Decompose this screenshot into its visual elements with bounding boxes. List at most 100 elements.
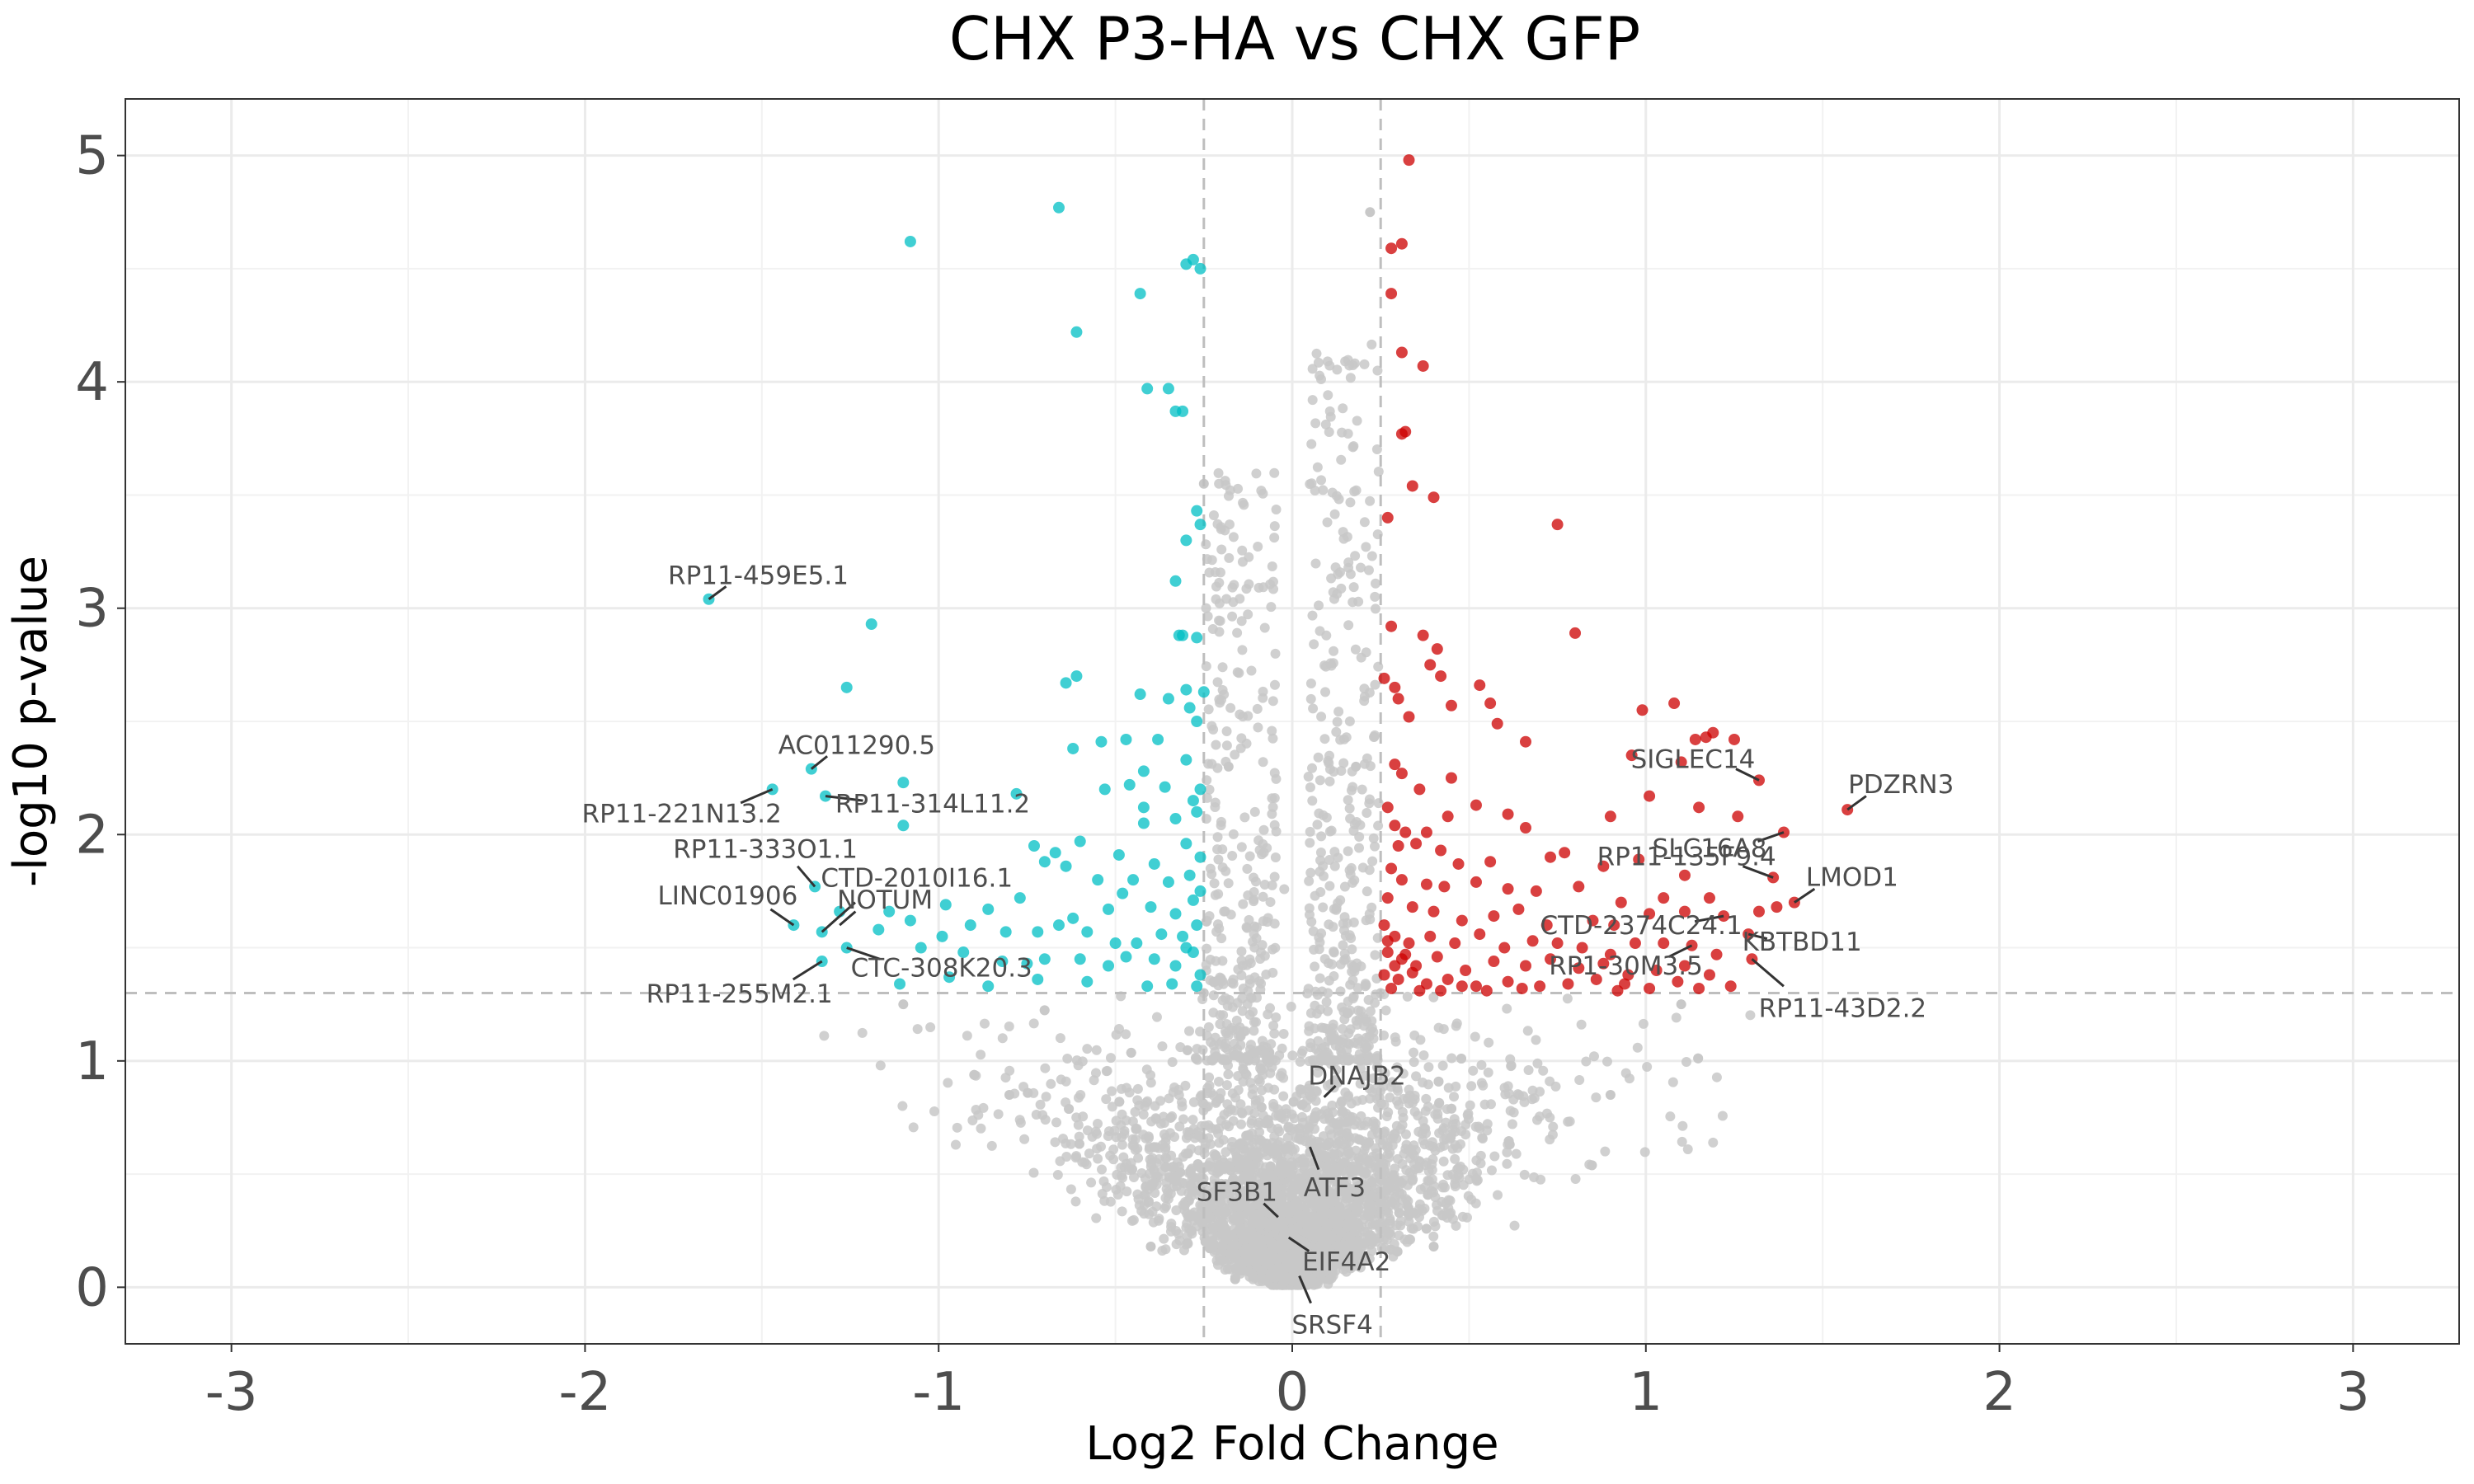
up-point bbox=[1389, 819, 1401, 832]
ns-point bbox=[1118, 1152, 1129, 1162]
up-point bbox=[1381, 892, 1394, 904]
up-point bbox=[1417, 629, 1429, 641]
down-point bbox=[1162, 383, 1174, 395]
up-point bbox=[1460, 965, 1472, 976]
ns-point bbox=[1250, 1017, 1261, 1027]
ns-point bbox=[1352, 1039, 1363, 1050]
ns-point bbox=[1191, 1054, 1202, 1064]
up-point bbox=[1392, 840, 1404, 852]
ns-point bbox=[973, 1110, 984, 1120]
up-point bbox=[1435, 670, 1447, 683]
down-point bbox=[1177, 629, 1189, 641]
ns-point bbox=[1345, 497, 1356, 508]
ns-point bbox=[1321, 997, 1332, 1007]
gene-label: RP11-135F9.4 bbox=[1597, 842, 1776, 871]
ns-point bbox=[1456, 1053, 1467, 1064]
ns-point bbox=[1182, 1218, 1192, 1228]
ns-point bbox=[1296, 1048, 1307, 1059]
ns-point bbox=[1331, 491, 1342, 501]
ns-point bbox=[1352, 416, 1362, 426]
ns-point bbox=[1241, 584, 1252, 594]
ns-point bbox=[1329, 646, 1339, 656]
ns-point bbox=[1324, 406, 1335, 416]
ns-point bbox=[1369, 732, 1380, 743]
ns-point bbox=[1322, 1006, 1333, 1017]
ns-point bbox=[1511, 1148, 1522, 1159]
ns-point bbox=[1091, 1213, 1102, 1223]
ns-point bbox=[1235, 1031, 1246, 1042]
ns-point bbox=[1149, 1142, 1159, 1153]
up-point bbox=[1385, 982, 1398, 994]
ns-point bbox=[1258, 693, 1268, 703]
ns-point bbox=[1263, 1143, 1273, 1153]
ns-point bbox=[1362, 886, 1372, 897]
ns-point bbox=[1350, 1261, 1361, 1271]
up-point bbox=[1530, 885, 1542, 897]
ns-point bbox=[1203, 1021, 1214, 1032]
ns-point bbox=[1365, 914, 1376, 925]
up-point bbox=[1381, 801, 1394, 814]
ns-point bbox=[1279, 884, 1290, 895]
ns-point bbox=[1253, 722, 1263, 733]
ns-point bbox=[1356, 1111, 1366, 1121]
down-point bbox=[1038, 856, 1051, 868]
ns-point bbox=[1304, 1087, 1315, 1098]
ns-point bbox=[1376, 1076, 1386, 1087]
up-point bbox=[1488, 956, 1500, 968]
up-point bbox=[1424, 930, 1437, 942]
ns-point bbox=[1203, 704, 1214, 715]
ns-point bbox=[1200, 1236, 1211, 1247]
ns-point bbox=[1311, 1087, 1322, 1097]
up-point bbox=[1420, 826, 1432, 838]
ns-point bbox=[1329, 946, 1339, 957]
down-point bbox=[897, 819, 910, 832]
ns-point bbox=[1193, 1145, 1204, 1156]
ns-point bbox=[1225, 1165, 1236, 1176]
up-point bbox=[1644, 982, 1656, 994]
ns-point bbox=[1306, 439, 1317, 449]
ns-point bbox=[1296, 1084, 1306, 1095]
ns-point bbox=[1538, 1065, 1549, 1076]
ns-point bbox=[1236, 733, 1247, 744]
down-point bbox=[1053, 919, 1065, 932]
ns-point bbox=[1228, 532, 1239, 542]
ns-point bbox=[1277, 1144, 1287, 1155]
up-point bbox=[1456, 914, 1468, 927]
up-point bbox=[1636, 704, 1649, 716]
ns-point bbox=[1269, 871, 1280, 882]
ns-point bbox=[1253, 835, 1264, 846]
down-point bbox=[1180, 534, 1192, 547]
gene-label: LINC01906 bbox=[657, 881, 797, 911]
ns-point bbox=[1343, 562, 1354, 573]
ns-point bbox=[1454, 1172, 1465, 1183]
ns-point bbox=[1365, 207, 1376, 218]
up-point bbox=[1392, 973, 1404, 985]
ns-point bbox=[1290, 1160, 1300, 1171]
ns-point bbox=[1235, 1099, 1246, 1110]
y-tick-label: 2 bbox=[75, 805, 109, 866]
up-point bbox=[1728, 733, 1740, 745]
ns-point bbox=[1348, 582, 1359, 593]
ns-point bbox=[1485, 1099, 1496, 1110]
ns-point bbox=[1334, 1206, 1345, 1217]
ns-point bbox=[1165, 1112, 1176, 1123]
down-point bbox=[1112, 848, 1125, 861]
ns-point bbox=[1237, 645, 1248, 655]
ns-point bbox=[1382, 1142, 1393, 1153]
chart-title: CHX P3-HA vs CHX GFP bbox=[949, 4, 1640, 73]
ns-point bbox=[1389, 1239, 1399, 1250]
ns-point bbox=[1221, 1080, 1232, 1091]
ns-point bbox=[1600, 1146, 1611, 1157]
up-point bbox=[1406, 480, 1418, 492]
ns-point bbox=[978, 1102, 989, 1113]
ns-point bbox=[1305, 1007, 1316, 1018]
ns-point bbox=[1478, 1080, 1489, 1091]
down-point bbox=[936, 930, 948, 942]
down-point bbox=[1070, 670, 1083, 683]
ns-point bbox=[1482, 1119, 1493, 1129]
ns-point bbox=[1220, 1265, 1230, 1275]
up-point bbox=[1378, 969, 1390, 981]
ns-point bbox=[1262, 917, 1272, 928]
ns-point bbox=[1536, 1174, 1546, 1185]
ns-point bbox=[1307, 395, 1318, 406]
